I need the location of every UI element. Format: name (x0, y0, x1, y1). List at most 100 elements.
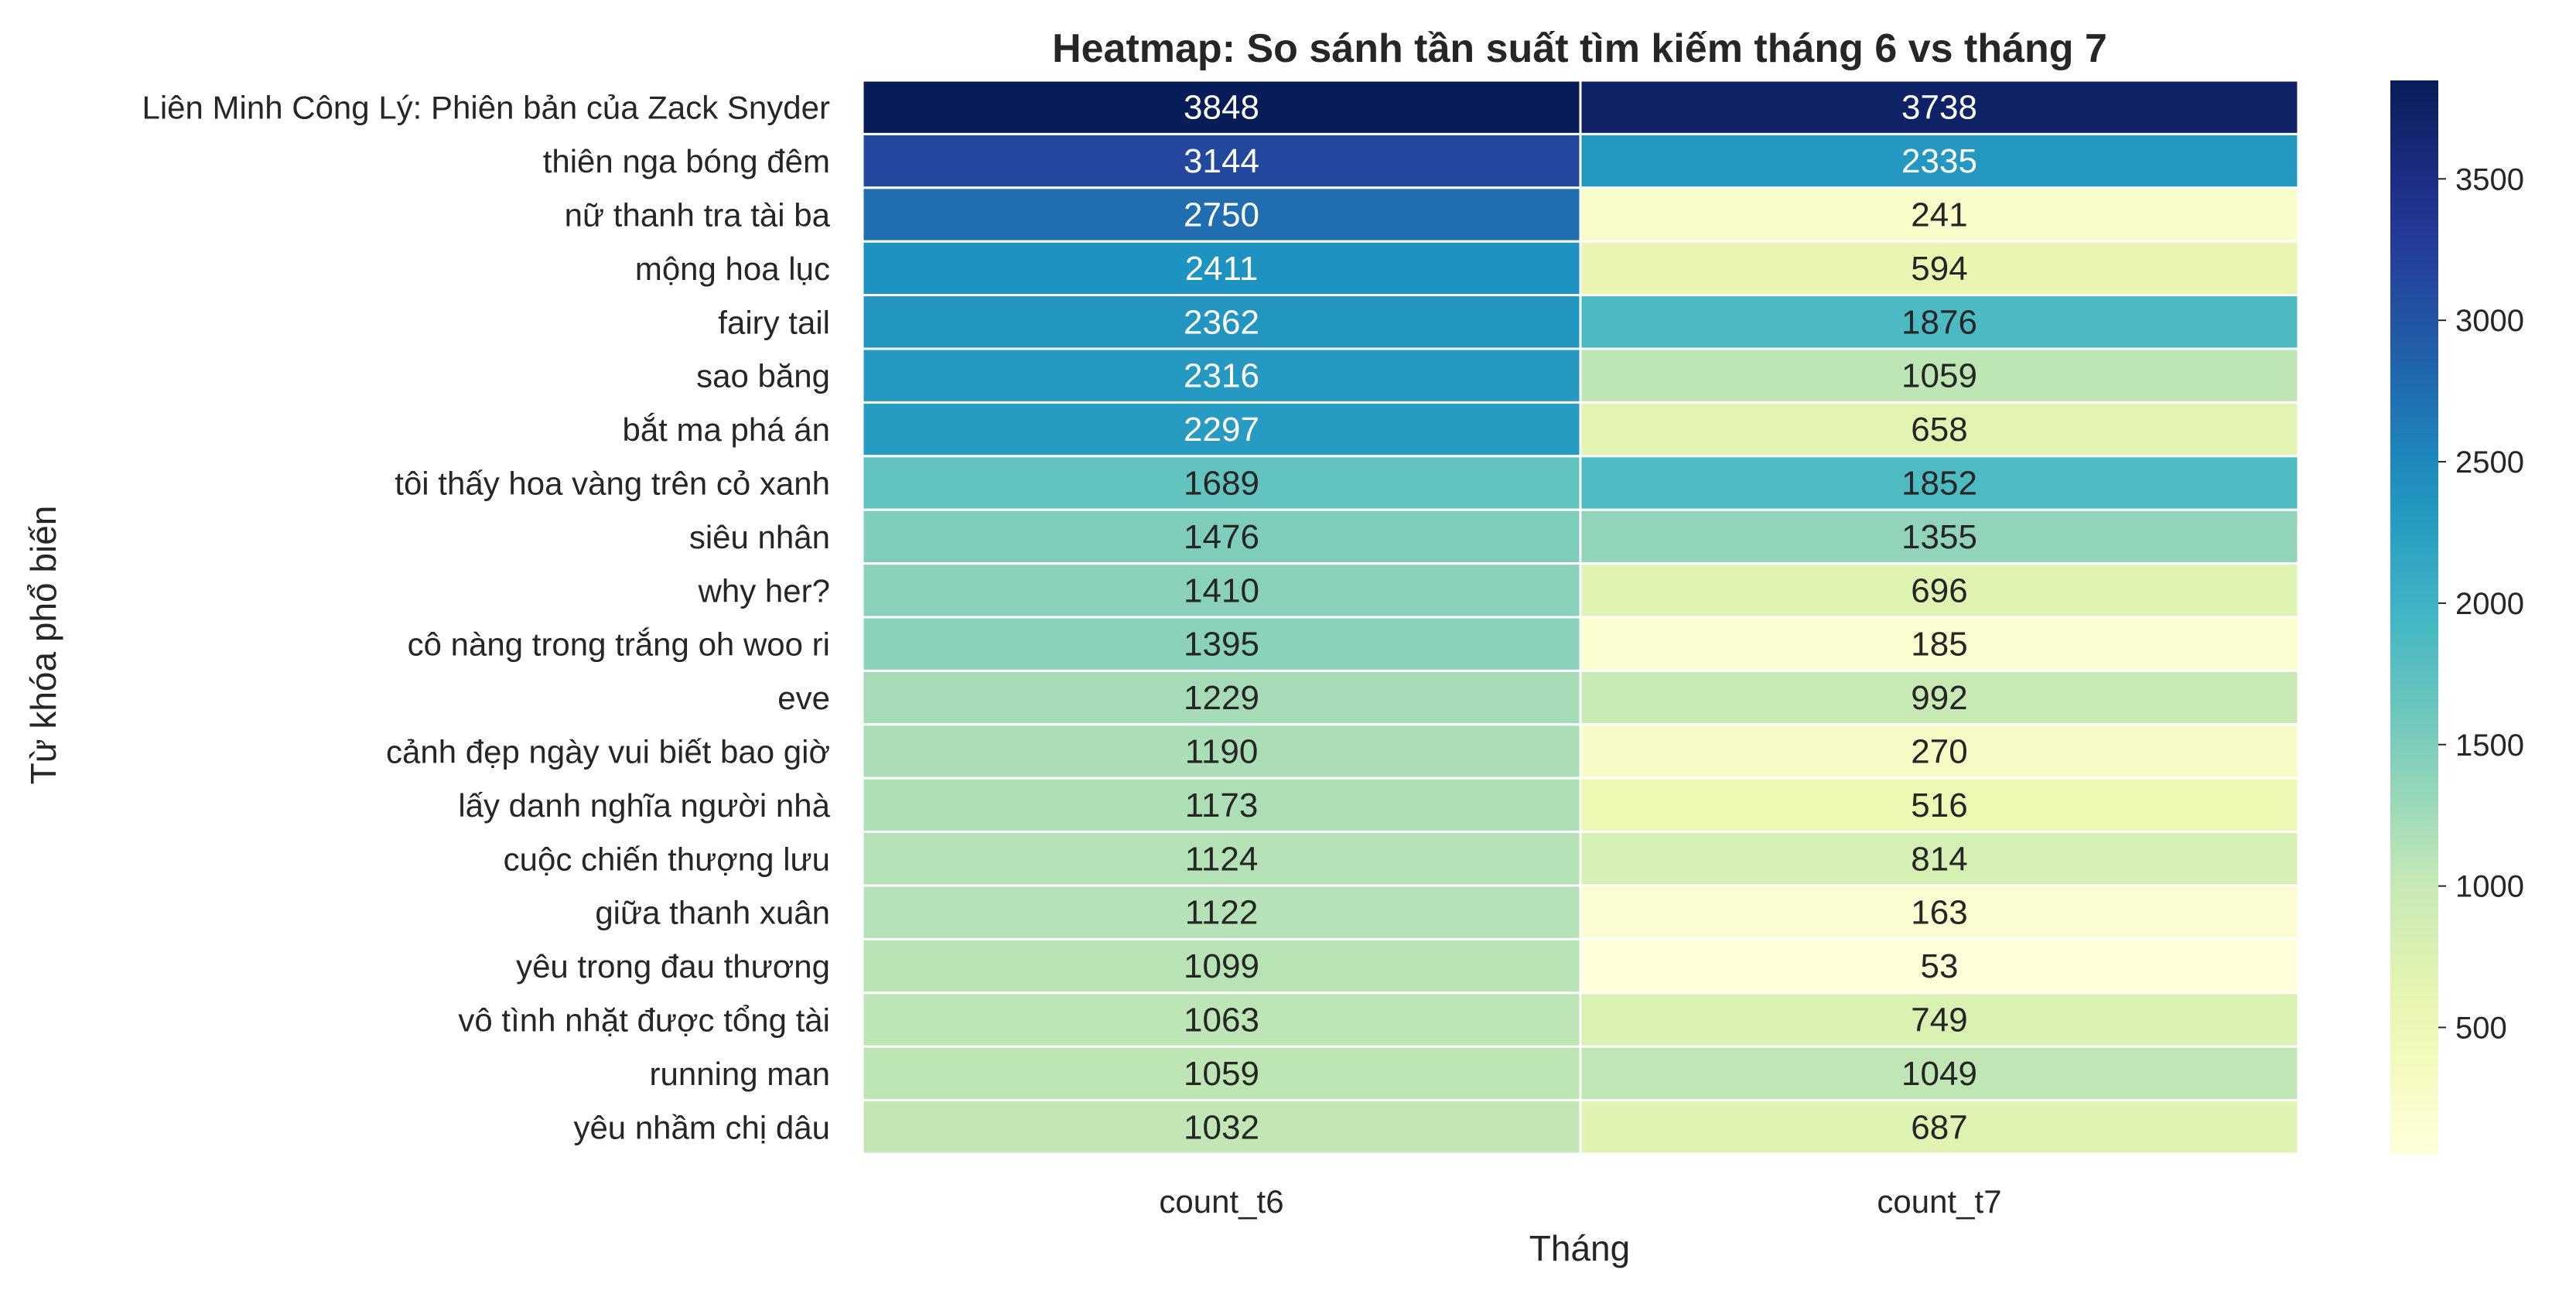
heatmap-cell (1579, 669, 2300, 726)
row-label: thiên nga bóng đêm (543, 143, 830, 179)
row-label: yêu nhầm chị dâu (573, 1109, 830, 1145)
cell-value: 1410 (1184, 572, 1259, 609)
row-label: vô tình nhặt được tổng tài (458, 1002, 830, 1039)
heatmap-cell (861, 616, 1582, 672)
chart-title: Heatmap: So sánh tần suất tìm kiếm tháng… (1052, 26, 2107, 71)
row-label: cô nàng trong trắng oh woo ri (408, 626, 830, 663)
cell-value: 163 (1911, 894, 1967, 932)
heatmap-cell (1579, 616, 2300, 672)
cell-value: 594 (1911, 250, 1967, 288)
cell-value: 3848 (1184, 89, 1259, 127)
row-label: running man (650, 1056, 830, 1092)
heatmap-cell (861, 884, 1582, 940)
cell-value: 749 (1911, 1002, 1967, 1039)
cell-value: 1852 (1901, 465, 1977, 503)
row-label: lấy danh nghĩa người nhà (458, 787, 830, 824)
colorbar-tick-label: 3500 (2455, 162, 2524, 196)
cell-value: 241 (1911, 196, 1967, 234)
x-axis-label: Tháng (1529, 1228, 1630, 1268)
cell-value: 53 (1921, 947, 1959, 985)
cell-value: 814 (1911, 840, 1967, 878)
heatmap-cells: 3848 3738 3144 2335 2750 241 2411 594 2362 1876 23… (861, 79, 2300, 1155)
heatmap-cell (861, 1099, 1582, 1155)
heatmap-cell (861, 79, 1582, 135)
heatmap-cell (1579, 776, 2300, 834)
colorbar-tick-label: 1500 (2455, 729, 2524, 763)
cell-value: 658 (1911, 411, 1967, 449)
cell-value: 1355 (1901, 518, 1977, 556)
cell-value: 2411 (1185, 250, 1259, 288)
cell-value: 2316 (1184, 357, 1259, 395)
column-label: count_t6 (1159, 1183, 1283, 1220)
heatmap-cell (861, 508, 1582, 565)
row-label: yêu trong đau thương (516, 948, 830, 985)
heatmap-cell (1579, 455, 2300, 511)
row-label: tôi thấy hoa vàng trên cỏ xanh (395, 466, 830, 502)
cell-value: 3144 (1184, 142, 1259, 180)
colorbar-tick-label: 2000 (2455, 587, 2524, 621)
cell-value: 1122 (1185, 894, 1259, 932)
row-label: why her? (698, 572, 830, 609)
cell-value: 1032 (1184, 1108, 1259, 1146)
cell-value: 516 (1911, 787, 1967, 824)
colorbar-tick-label: 500 (2455, 1012, 2507, 1046)
cell-value: 1059 (1901, 357, 1977, 395)
heatmap-cell (1579, 723, 2300, 780)
row-label: giữa thanh xuân (595, 895, 830, 931)
row-label: eve (777, 680, 830, 716)
colorbar-tick-label: 1000 (2455, 870, 2524, 904)
y-axis-label: Từ khóa phổ biến (23, 506, 63, 785)
heatmap-cell (1579, 347, 2300, 404)
cell-value: 2362 (1184, 303, 1259, 341)
cell-value: 1124 (1185, 840, 1259, 878)
heatmap-cell (1579, 831, 2300, 887)
column-labels: count_t6 count_t7 (1159, 1183, 2001, 1220)
cell-value: 687 (1911, 1108, 1967, 1146)
cell-value: 1059 (1184, 1055, 1259, 1093)
heatmap-cell (861, 562, 1582, 619)
colorbar: 500 1000 1500 2000 2500 3000 3500 (2390, 80, 2524, 1154)
colorbar-ticks: 500 1000 1500 2000 2500 3000 3500 (2438, 162, 2524, 1046)
heatmap-cell (1579, 294, 2300, 350)
cell-value: 270 (1911, 733, 1967, 771)
row-label: mộng hoa lục (635, 251, 830, 287)
cell-value: 2335 (1901, 142, 1977, 180)
cell-value: 3738 (1901, 89, 1977, 127)
cell-value: 1190 (1185, 733, 1259, 771)
cell-value: 1173 (1185, 787, 1259, 824)
heatmap-cell (861, 831, 1582, 887)
colorbar-gradient (2390, 80, 2438, 1154)
column-label: count_t7 (1877, 1183, 2001, 1220)
heatmap-cell (861, 1045, 1582, 1102)
row-label: siêu nhân (689, 519, 830, 555)
heatmap-cell (1579, 562, 2300, 619)
colorbar-tick-label: 3000 (2455, 304, 2524, 338)
row-labels: Liên Minh Công Lý: Phiên bản của Zack Sn… (142, 90, 830, 1146)
heatmap-cell (1579, 401, 2300, 458)
cell-value: 1395 (1184, 626, 1259, 664)
colorbar-tick-label: 2500 (2455, 445, 2524, 479)
heatmap-cell (1579, 240, 2300, 297)
heatmap-cell (1579, 79, 2300, 135)
heatmap-cell (1579, 508, 2300, 565)
cell-value: 2750 (1184, 196, 1259, 234)
heatmap-cell (1579, 186, 2300, 243)
cell-value: 1876 (1901, 303, 1977, 341)
row-label: nữ thanh tra tài ba (565, 197, 831, 234)
cell-value: 1229 (1184, 679, 1259, 717)
row-label: Liên Minh Công Lý: Phiên bản của Zack Sn… (142, 90, 830, 126)
row-label: cảnh đẹp ngày vui biết bao giờ (386, 734, 830, 770)
cell-value: 992 (1911, 679, 1967, 717)
heatmap-cell (861, 776, 1582, 834)
row-label: fairy tail (718, 304, 830, 340)
cell-value: 1689 (1184, 465, 1259, 503)
heatmap-cell (1579, 991, 2300, 1048)
cell-value: 1476 (1184, 518, 1259, 556)
cell-value: 2297 (1184, 411, 1259, 449)
cell-value: 696 (1911, 572, 1967, 609)
heatmap-cell (861, 669, 1582, 726)
cell-value: 1049 (1901, 1055, 1977, 1093)
row-label: cuộc chiến thượng lưu (504, 841, 830, 877)
row-label: bắt ma phá án (622, 411, 830, 448)
